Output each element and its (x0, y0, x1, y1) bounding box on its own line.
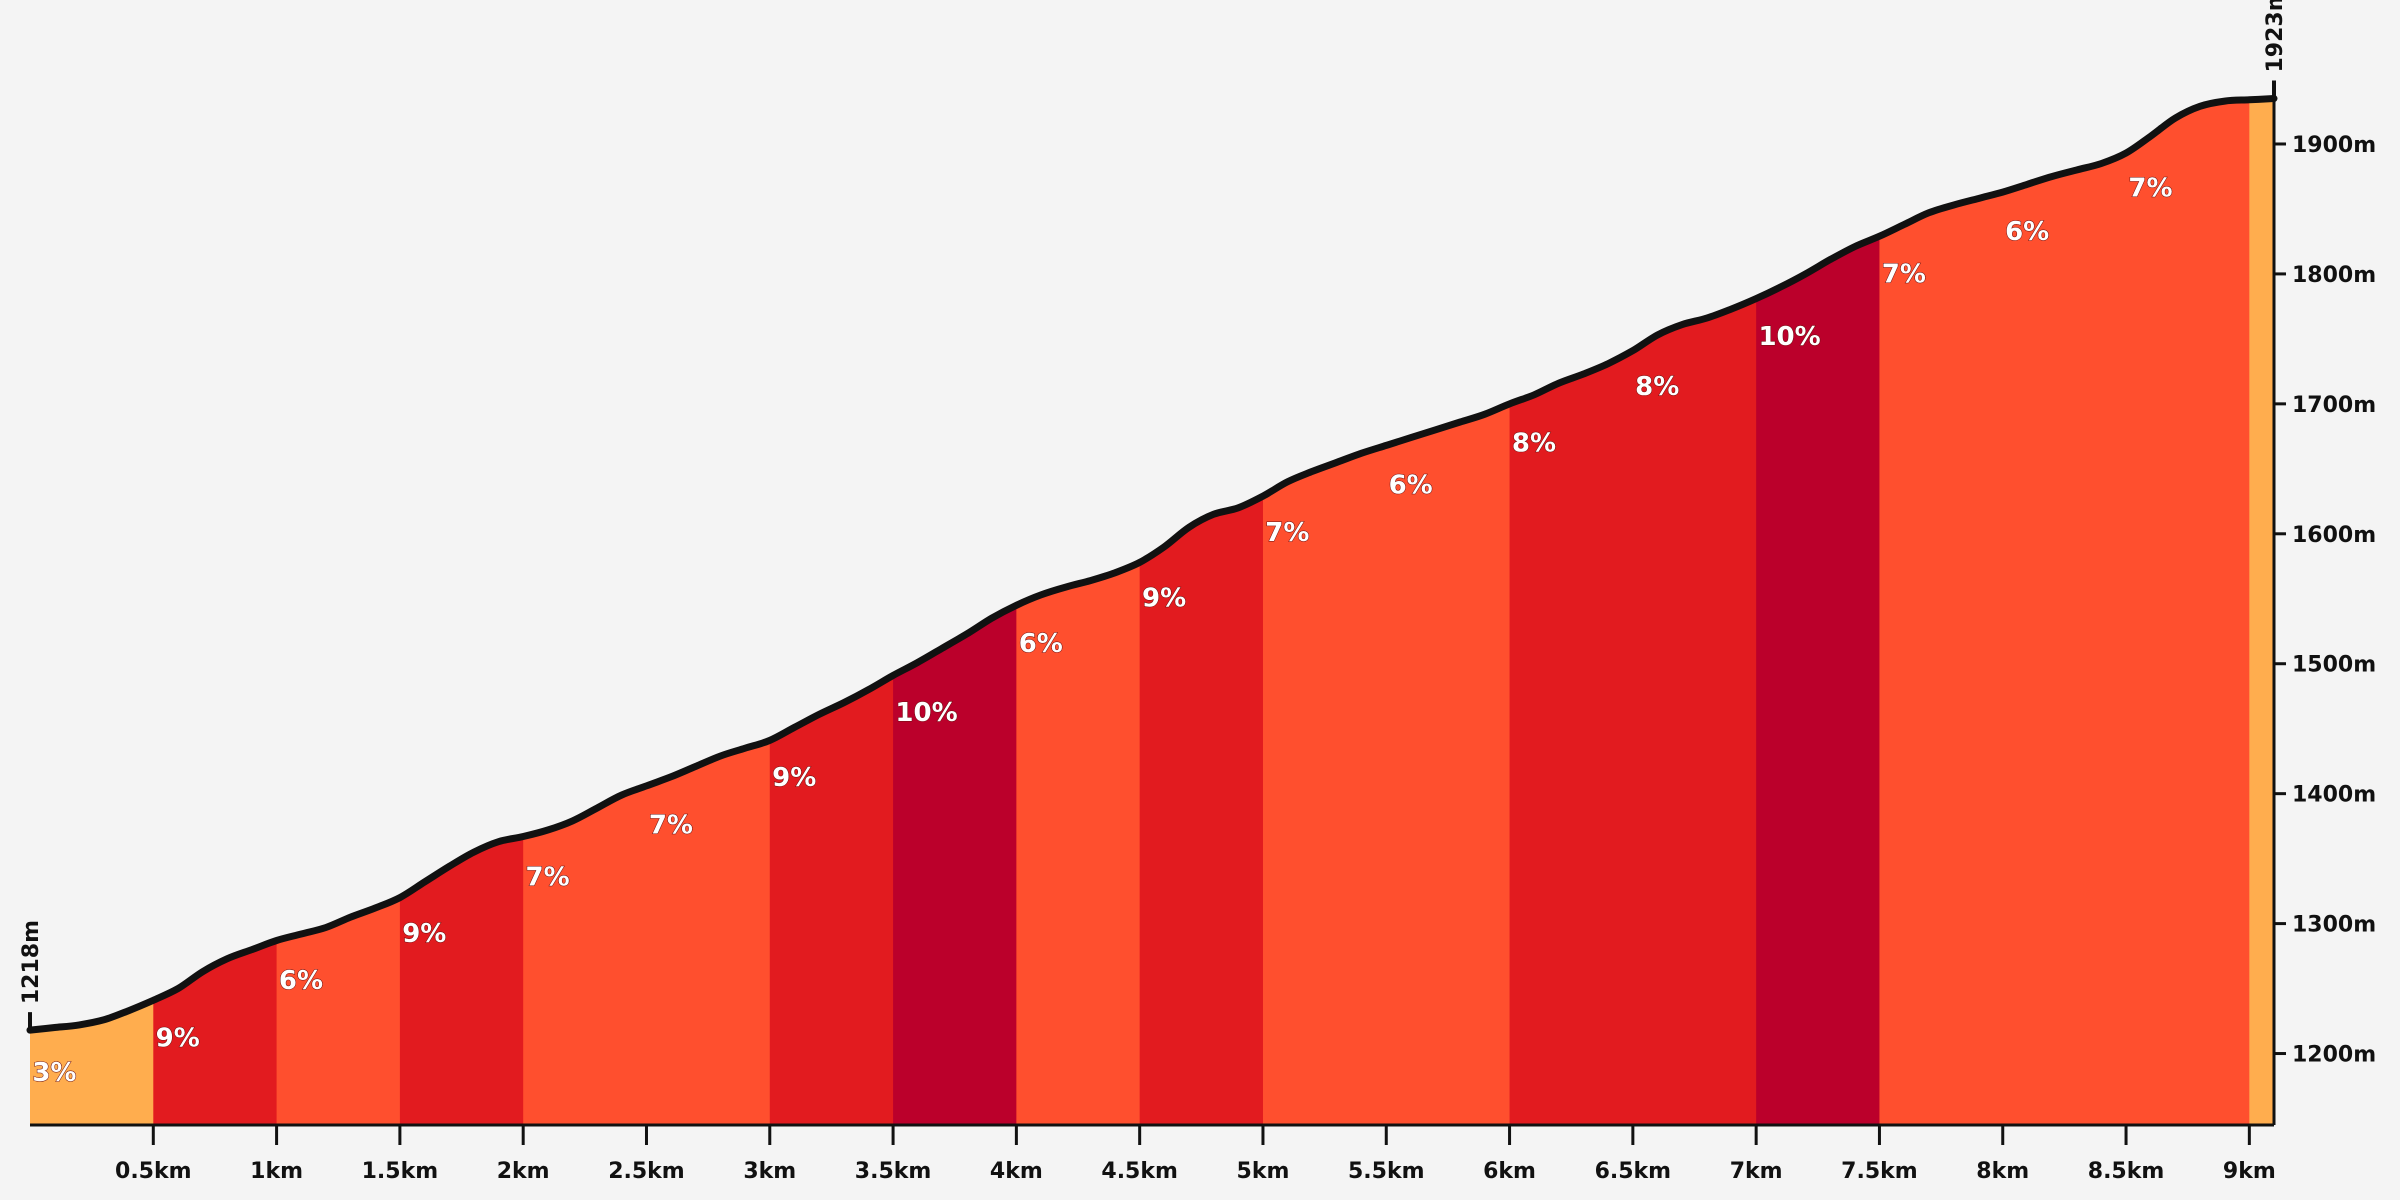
gradient-label: 9% (402, 919, 446, 949)
gradient-label: 7% (649, 810, 693, 840)
gradient-label: 7% (1882, 259, 1926, 289)
x-tick-label: 4km (990, 1159, 1043, 1184)
x-tick-label: 5km (1237, 1159, 1290, 1184)
gradient-segment (2249, 98, 2274, 1125)
gradient-label: 9% (156, 1023, 200, 1053)
gradient-segment (769, 98, 894, 1125)
gradient-label: 10% (895, 698, 957, 728)
x-tick-label: 6km (1483, 1159, 1536, 1184)
gradient-label: 7% (1265, 518, 1309, 548)
x-tick-label: 2km (497, 1159, 550, 1184)
gradient-label: 3% (32, 1058, 76, 1088)
x-tick-label: 3km (743, 1159, 796, 1184)
x-tick-label: 7km (1730, 1159, 1783, 1184)
start-elevation-label: 1218m (19, 920, 44, 1004)
gradient-labels: 3% 9% 6% 9% 7% 7% 9% 10% 6% 9% 7% 6% 8% 8% 10% 7% 6% 7% (32, 173, 2173, 1088)
x-tick-label: 0.5km (115, 1159, 192, 1184)
end-elevation-label: 1923m (2263, 0, 2288, 73)
gradient-label: 10% (1758, 322, 1820, 352)
gradient-label: 6% (1019, 629, 1063, 659)
gradient-segments (30, 98, 2274, 1125)
gradient-segment (1139, 98, 1264, 1125)
x-tick-label: 8.5km (2088, 1159, 2165, 1184)
gradient-segment (276, 98, 401, 1125)
gradient-label: 8% (1512, 428, 1556, 458)
gradient-segment (893, 98, 1017, 1125)
y-tick-label: 1800m (2292, 263, 2376, 288)
y-tick-label: 1600m (2292, 523, 2376, 548)
gradient-segment (523, 98, 771, 1125)
gradient-label: 9% (772, 763, 816, 793)
y-tick-label: 1500m (2292, 653, 2376, 678)
y-axis: 1200m 1300m 1400m 1500m 1600m 1700m 1800m 1900m (2272, 99, 2376, 1125)
elevation-end-markers: 1218m 1923m (19, 0, 2288, 1031)
gradient-segment (1509, 98, 1757, 1125)
gradient-segment (1016, 98, 1141, 1125)
gradient-label: 7% (2128, 174, 2172, 204)
x-axis: 0.5km 1km 1.5km 2km 2.5km 3km 3.5km 4km 4.5km 5km… (30, 1123, 2276, 1184)
y-tick-label: 1400m (2292, 783, 2376, 808)
x-tick-label: 9km (2223, 1159, 2276, 1184)
gradient-label: 8% (1635, 372, 1679, 402)
gradient-label: 9% (1142, 584, 1186, 614)
y-tick-label: 1700m (2292, 393, 2376, 418)
x-tick-label: 8km (1976, 1159, 2029, 1184)
x-tick-label: 3.5km (855, 1159, 932, 1184)
x-tick-label: 2.5km (608, 1159, 685, 1184)
gradient-segment (153, 98, 278, 1125)
y-tick-label: 1200m (2292, 1043, 2376, 1068)
gradient-segment (1756, 98, 1880, 1125)
x-tick-label: 1km (250, 1159, 303, 1184)
x-tick-label: 5.5km (1348, 1159, 1425, 1184)
y-tick-label: 1900m (2292, 133, 2376, 158)
y-tick-label: 1300m (2292, 913, 2376, 938)
gradient-label: 6% (1389, 471, 1433, 501)
gradient-label: 7% (526, 862, 570, 892)
gradient-segment (399, 98, 524, 1125)
gradient-segment (1879, 98, 2250, 1125)
elevation-line (26, 95, 2278, 1034)
x-tick-label: 6.5km (1595, 1159, 1672, 1184)
gradient-segment (30, 98, 154, 1125)
x-tick-label: 4.5km (1101, 1159, 1178, 1184)
gradient-label: 6% (279, 966, 323, 996)
gradient-segment (1262, 98, 1511, 1125)
x-tick-label: 1.5km (362, 1159, 439, 1184)
x-tick-label: 7.5km (1841, 1159, 1918, 1184)
gradient-label: 6% (2005, 217, 2049, 247)
